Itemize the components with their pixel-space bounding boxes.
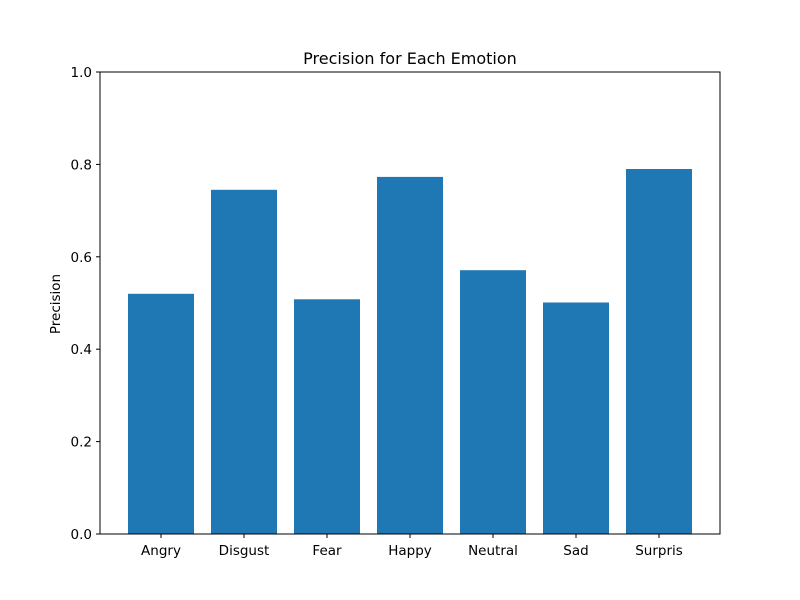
x-tick-label: Surpris bbox=[635, 543, 683, 559]
x-tick-label: Angry bbox=[141, 543, 181, 559]
y-tick-label: 0.4 bbox=[71, 342, 92, 358]
x-tick-label: Sad bbox=[563, 543, 588, 559]
bar-surpris bbox=[626, 169, 692, 534]
bar-fear bbox=[294, 299, 360, 534]
y-tick-label: 0.0 bbox=[71, 527, 92, 543]
y-axis-label: Precision bbox=[48, 274, 64, 334]
y-tick-label: 1.0 bbox=[71, 65, 92, 81]
x-tick-label: Disgust bbox=[219, 543, 270, 559]
bar-disgust bbox=[211, 189, 277, 535]
chart-title: Precision for Each Emotion bbox=[303, 49, 517, 68]
bars-layer bbox=[128, 169, 692, 535]
bar-neutral bbox=[460, 270, 526, 534]
y-tick-label: 0.6 bbox=[71, 250, 92, 266]
y-tick-label: 0.8 bbox=[71, 157, 92, 173]
x-tick-label: Fear bbox=[312, 543, 342, 559]
x-tick-label: Neutral bbox=[468, 543, 518, 559]
x-tick-label: Happy bbox=[388, 543, 432, 559]
plot-area-frame bbox=[99, 71, 721, 535]
bar-sad bbox=[543, 302, 609, 534]
ticks-layer: Angry Disgust Fear Happy Neutral Sad Surpris 0.… bbox=[71, 65, 683, 559]
bar-angry bbox=[128, 293, 194, 534]
y-tick-label: 0.2 bbox=[71, 435, 92, 451]
bar-happy bbox=[377, 176, 443, 534]
